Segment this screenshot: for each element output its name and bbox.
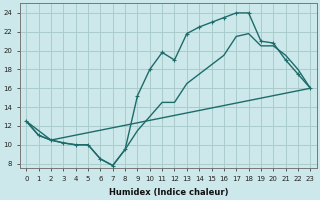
X-axis label: Humidex (Indice chaleur): Humidex (Indice chaleur) [108, 188, 228, 197]
